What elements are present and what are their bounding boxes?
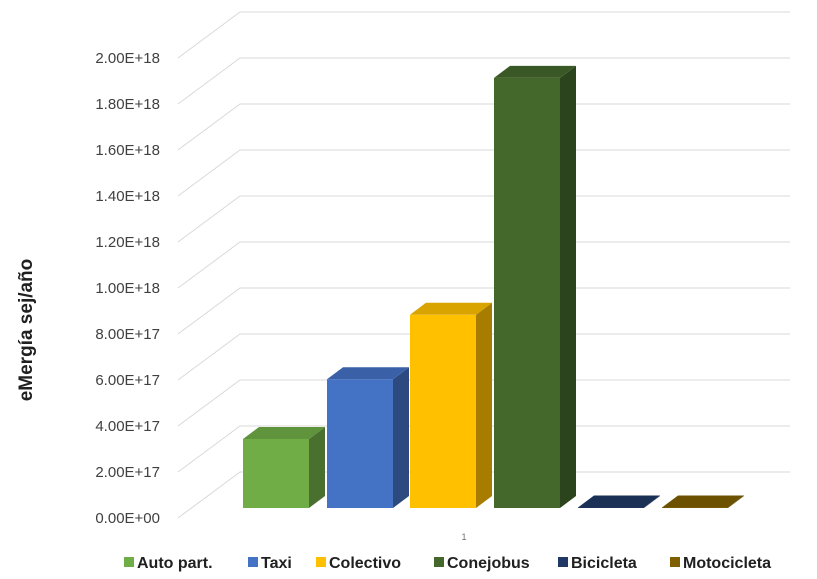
gridline: [177, 287, 790, 335]
legend-item: Taxi: [248, 555, 292, 572]
legend-swatch: [434, 557, 444, 567]
gridline: [177, 57, 790, 105]
y-tick-label: 1.20E+18: [95, 234, 160, 251]
legend-label: Auto part.: [137, 555, 213, 572]
legend-label: Conejobus: [447, 555, 530, 572]
legend-swatch: [558, 557, 568, 567]
legend-item: Bicicleta: [558, 555, 637, 572]
bar-colectivo: [410, 302, 492, 508]
y-tick-label: 6.00E+17: [95, 372, 160, 389]
gridline: [177, 11, 790, 59]
y-tick-label: 1.00E+18: [95, 280, 160, 297]
legend-label: Motocicleta: [683, 555, 771, 572]
y-tick-label: 2.00E+17: [95, 464, 160, 481]
y-tick-label: 8.00E+17: [95, 326, 160, 343]
y-axis-ticks: 0.00E+00 2.00E+17 4.00E+17 6.00E+17 8.00E+17…: [95, 50, 160, 527]
legend-label: Bicicleta: [571, 555, 637, 572]
legend-swatch: [670, 557, 680, 567]
y-tick-label: 1.60E+18: [95, 142, 160, 159]
legend-swatch: [124, 557, 134, 567]
legend-item: Conejobus: [434, 555, 530, 572]
bar-taxi: [327, 367, 409, 508]
legend-swatch: [316, 557, 326, 567]
legend-label: Taxi: [261, 555, 292, 572]
gridline: [177, 103, 790, 151]
gridline: [177, 241, 790, 289]
legend-label: Colectivo: [329, 555, 401, 572]
y-axis-label: eMergía sej/año: [16, 259, 37, 402]
bar-bicicleta: [578, 495, 660, 508]
x-tick-label: 1: [461, 532, 466, 542]
y-tick-label: 2.00E+18: [95, 50, 160, 67]
y-tick-label: 1.40E+18: [95, 188, 160, 205]
y-tick-label: 1.80E+18: [95, 96, 160, 113]
legend-item: Auto part.: [124, 555, 213, 572]
gridline: [177, 195, 790, 243]
gridline: [177, 425, 790, 473]
bar-motocicleta: [662, 495, 744, 508]
bar-conejobus: [494, 65, 576, 509]
y-tick-label: 0.00E+00: [95, 510, 160, 527]
y-tick-label: 4.00E+17: [95, 418, 160, 435]
gridline: [177, 471, 790, 519]
legend: Auto part. Taxi Colectivo Conejobus Biciclet…: [124, 555, 771, 572]
legend-item: Colectivo: [316, 555, 401, 572]
legend-item: Motocicleta: [670, 555, 771, 572]
gridline: [177, 333, 790, 381]
gridlines: [177, 11, 790, 519]
gridline: [177, 379, 790, 427]
legend-swatch: [248, 557, 258, 567]
bar-auto-part: [243, 427, 325, 508]
gridline: [177, 149, 790, 197]
bars: [243, 65, 744, 509]
